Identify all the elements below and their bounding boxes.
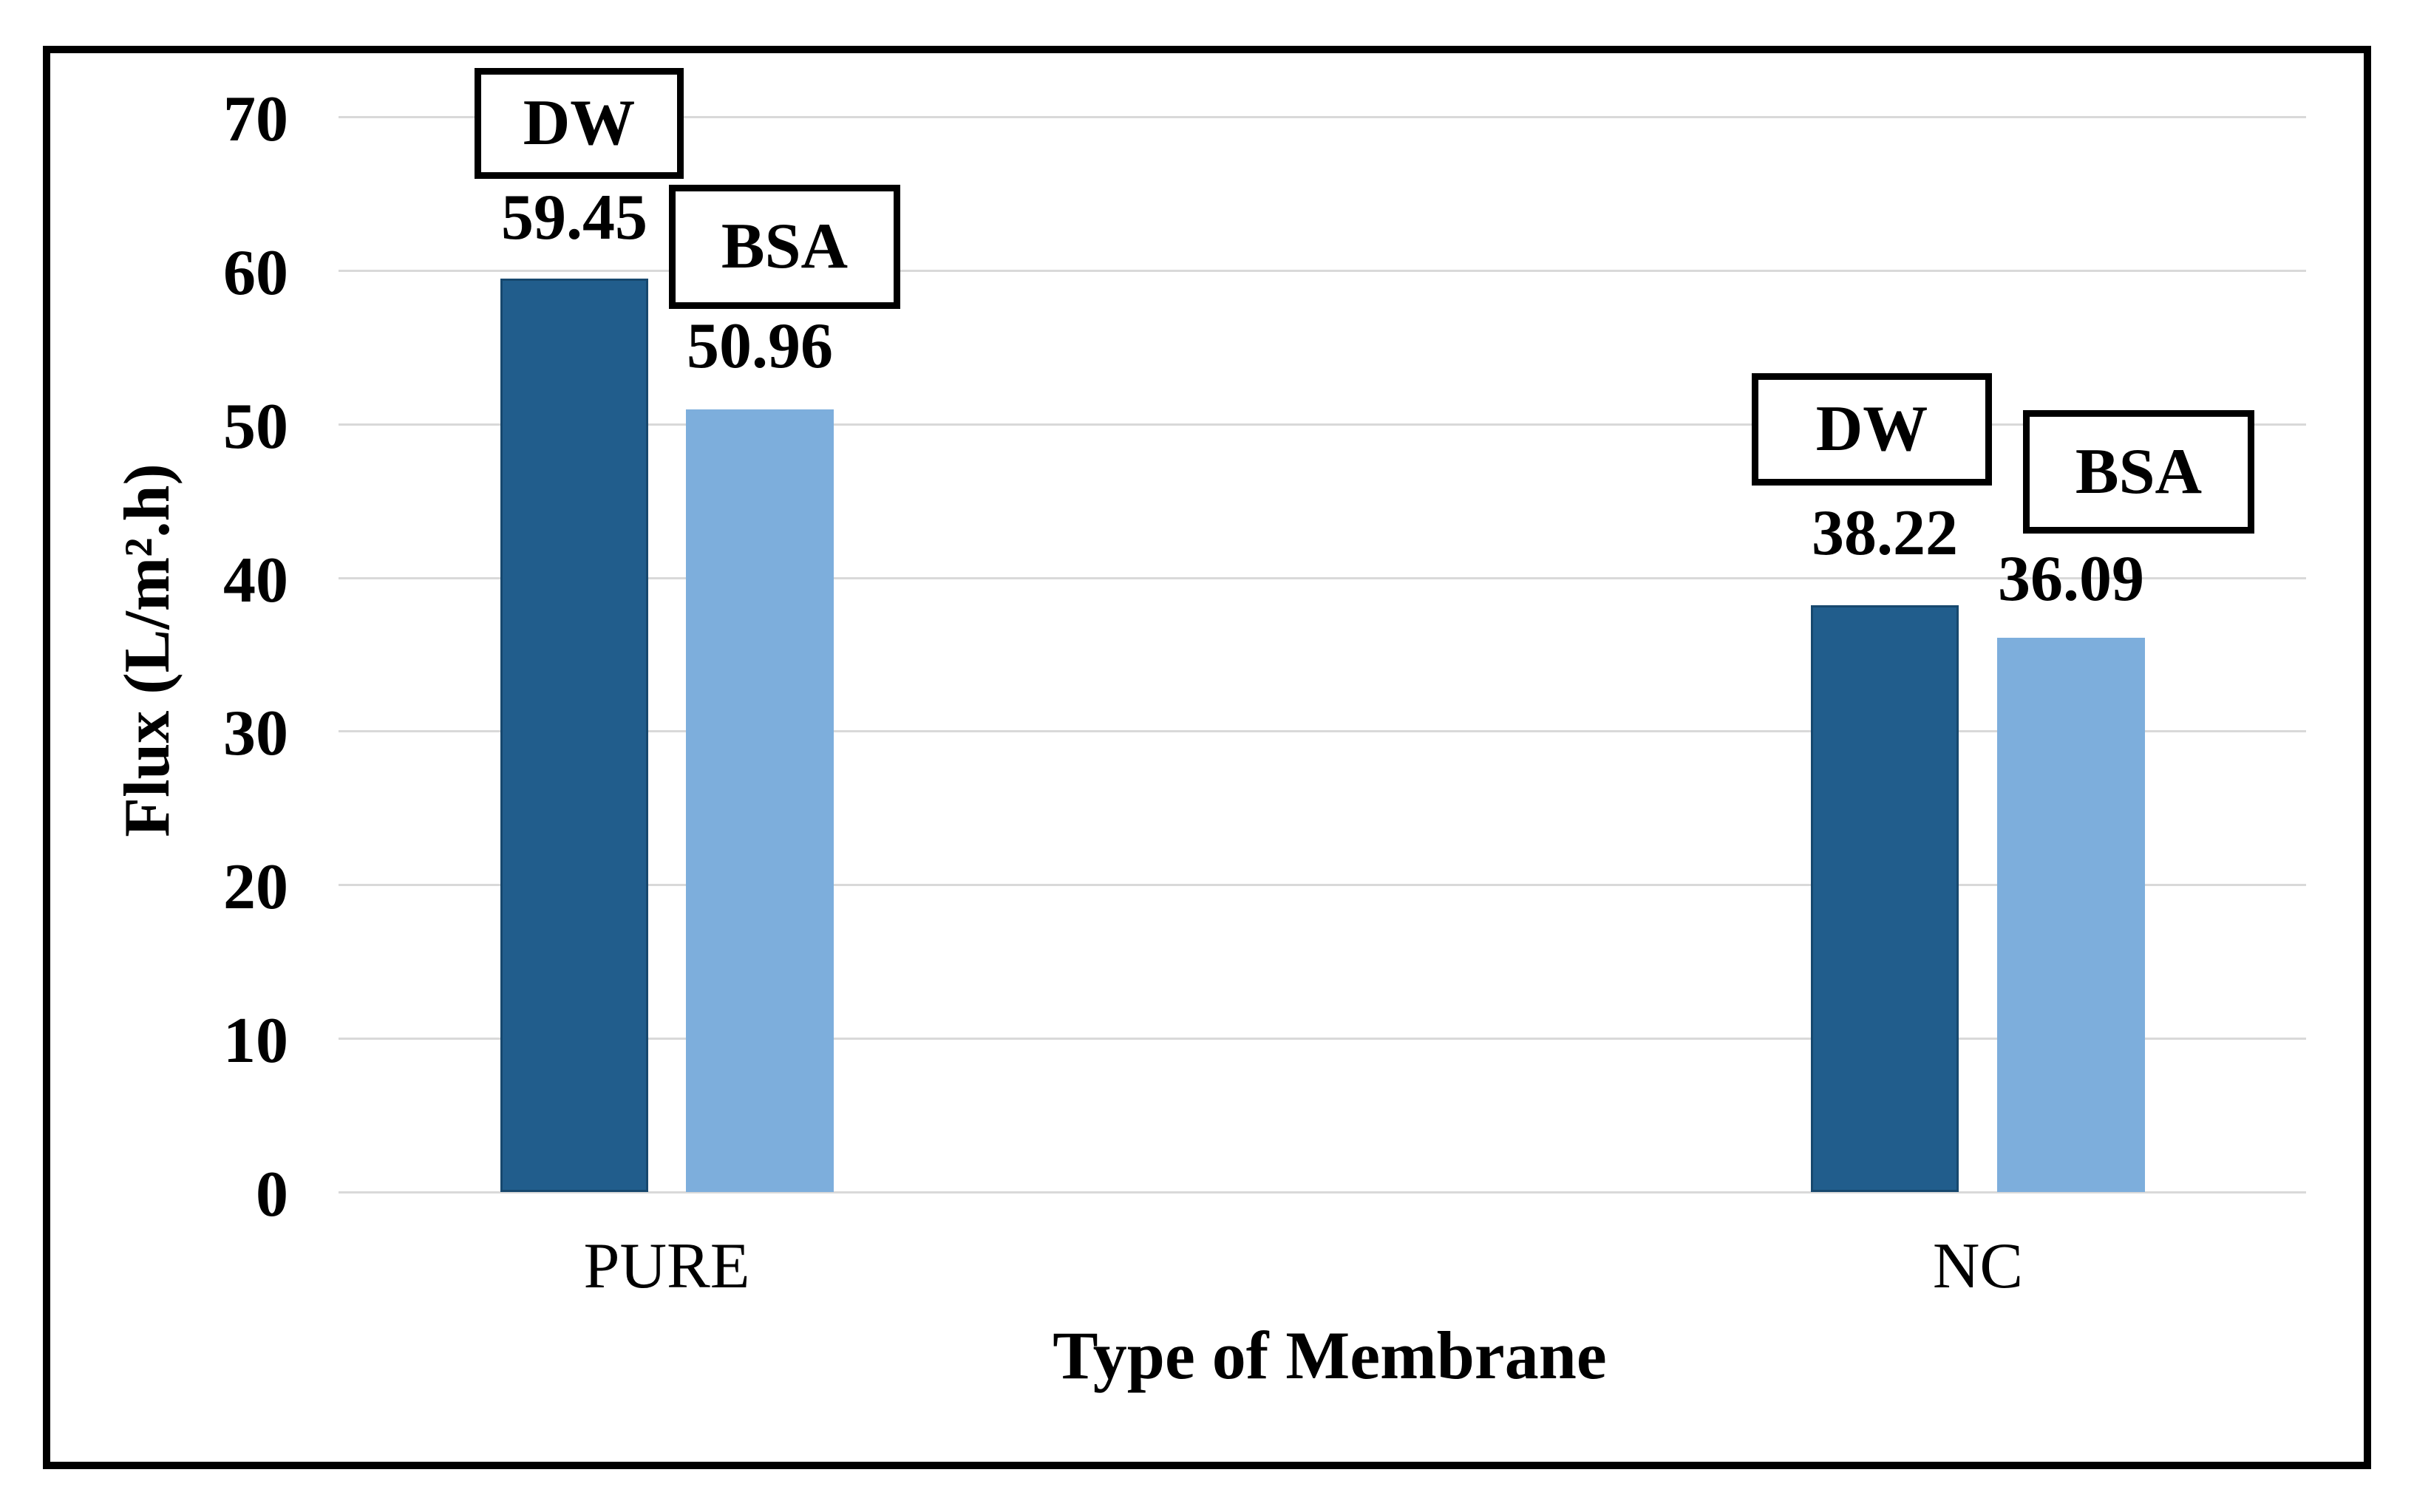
callout-box-label: BSA	[2075, 435, 2203, 508]
callout-box-nc-dw: DW	[1752, 373, 1992, 486]
gridline-y0	[339, 1191, 2306, 1193]
y-tick-label-60: 60	[223, 236, 288, 309]
x-axis-title: Type of Membrane	[1053, 1318, 1607, 1393]
y-tick-label-40: 40	[223, 544, 288, 616]
callout-box-pure-dw: DW	[475, 68, 684, 179]
chart-frame-border	[43, 46, 2371, 1469]
bar-value-label-pure-dw: 59.45	[501, 182, 647, 253]
gridline-y60	[339, 269, 2306, 272]
gridline-y70	[339, 115, 2306, 118]
gridline-y10	[339, 1038, 2306, 1041]
y-tick-label-20: 20	[223, 851, 288, 924]
callout-box-label: DW	[1815, 393, 1928, 465]
y-tick-label-70: 70	[223, 83, 288, 155]
bar-value-label-nc-bsa: 36.09	[1998, 543, 2144, 615]
category-label-nc: NC	[1932, 1230, 2024, 1302]
bar-value-label-pure-bsa: 50.96	[687, 310, 833, 382]
category-label-pure: PURE	[583, 1230, 750, 1302]
callout-box-pure-bsa: BSA	[669, 185, 900, 309]
y-tick-label-30: 30	[223, 698, 288, 770]
y-tick-label-50: 50	[223, 390, 288, 463]
callout-box-nc-bsa: BSA	[2023, 410, 2254, 534]
bar-nc-dw	[1811, 605, 1959, 1192]
gridline-y30	[339, 730, 2306, 733]
callout-box-label: BSA	[721, 211, 849, 282]
bar-value-label-nc-dw: 38.22	[1812, 497, 1958, 569]
y-tick-label-0: 0	[256, 1159, 288, 1230]
gridline-y20	[339, 884, 2306, 887]
callout-box-label: DW	[523, 87, 636, 159]
bar-nc-bsa	[1997, 637, 2145, 1192]
gridline-y50	[339, 423, 2306, 426]
gridline-y40	[339, 576, 2306, 579]
bar-pure-bsa	[686, 409, 834, 1192]
bar-pure-dw	[500, 279, 648, 1192]
y-tick-label-10: 10	[223, 1005, 288, 1077]
